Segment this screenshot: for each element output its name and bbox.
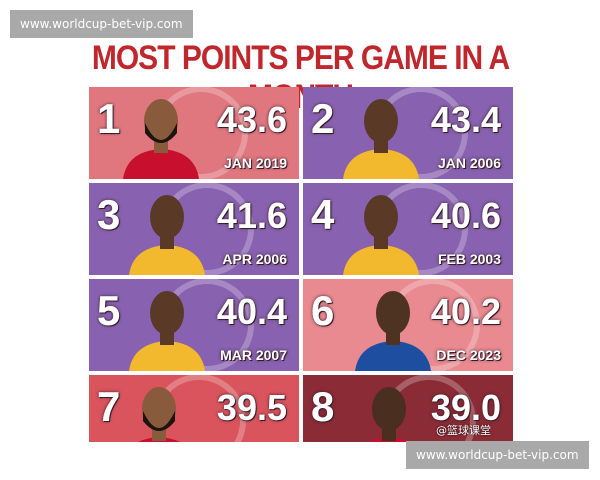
- month: MAR 2007: [220, 347, 287, 363]
- player-card: 2 43.4 JAN 2006: [303, 87, 513, 179]
- rank: 3: [97, 191, 121, 238]
- player-photo: [123, 87, 248, 179]
- player-photo: [129, 183, 254, 275]
- points-per-game: 43.4: [430, 99, 501, 140]
- points-per-game: 40.4: [216, 291, 287, 332]
- player-card: 8 39.0: [303, 375, 513, 442]
- player-card: 7 39.5: [89, 375, 299, 442]
- points-per-game: 41.6: [216, 195, 287, 236]
- points-per-game: 39.0: [430, 387, 501, 428]
- rank: 4: [311, 191, 335, 238]
- month: FEB 2003: [437, 251, 501, 267]
- rank: 1: [97, 95, 121, 142]
- rank: 2: [311, 95, 335, 142]
- rank: 6: [311, 287, 335, 334]
- player-photo: [138, 375, 246, 442]
- player-card: 4 40.6 FEB 2003: [303, 183, 513, 275]
- player-photo: [343, 183, 468, 275]
- points-per-game: 43.6: [216, 99, 287, 140]
- month: APR 2006: [222, 251, 287, 267]
- month: JAN 2019: [223, 155, 287, 171]
- points-per-game: 39.5: [216, 387, 287, 428]
- player-photo: [129, 279, 254, 371]
- handle: @篮球课堂: [436, 424, 491, 437]
- player-card: 3 41.6 APR 2006: [89, 183, 299, 275]
- month: DEC 2023: [436, 347, 501, 363]
- points-per-game: 40.2: [430, 291, 501, 332]
- player-photo: [368, 375, 476, 442]
- player-card: 5 40.4 MAR 2007: [89, 279, 299, 371]
- points-per-game: 40.6: [430, 195, 501, 236]
- month: JAN 2006: [437, 155, 501, 171]
- rank: 5: [97, 287, 121, 334]
- player-card: 6 40.2 DEC 2023: [303, 279, 513, 371]
- player-photo: [343, 87, 468, 179]
- watermark: www.worldcup-bet-vip.com: [406, 441, 589, 469]
- watermark: www.worldcup-bet-vip.com: [10, 10, 193, 38]
- player-card: 1 43.6 JAN 2019: [89, 87, 299, 179]
- player-photo: [355, 279, 480, 371]
- rank: 7: [97, 383, 121, 430]
- rank: 8: [311, 383, 335, 430]
